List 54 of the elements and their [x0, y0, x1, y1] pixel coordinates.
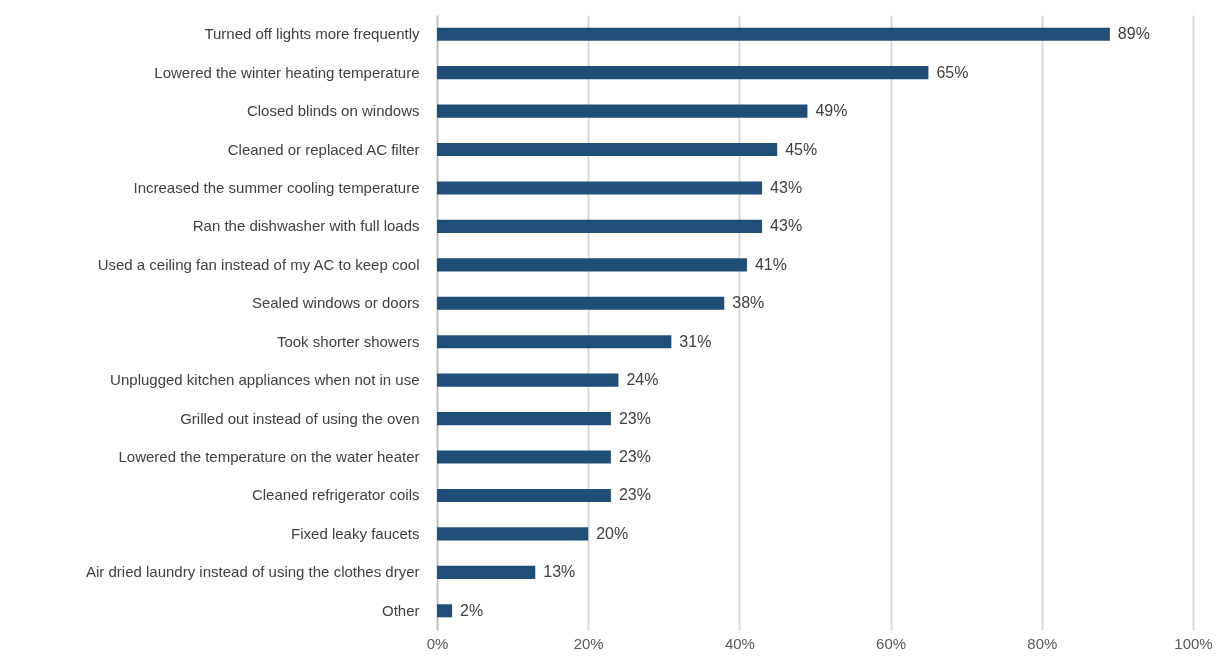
x-tick-label: 40%: [724, 634, 755, 652]
bar: [437, 527, 589, 541]
bar: [437, 66, 929, 80]
bar: [437, 604, 453, 618]
data-label: 13%: [543, 563, 576, 581]
x-tick-label: 80%: [1027, 634, 1058, 652]
y-tick-label: Cleaned or replaced AC filter: [227, 140, 420, 158]
data-label: 65%: [936, 63, 969, 81]
bar: [437, 335, 672, 349]
y-tick-label: Turned off lights more frequently: [204, 25, 420, 43]
bar: [437, 565, 536, 579]
data-label: 49%: [815, 102, 848, 120]
bar: [437, 104, 808, 118]
bar: [437, 219, 763, 233]
y-tick-label: Lowered the temperature on the water heater: [118, 448, 420, 466]
y-tick-label: Closed blinds on windows: [246, 102, 420, 120]
x-tick-label: 100%: [1174, 634, 1213, 652]
data-label: 20%: [596, 524, 629, 542]
bar: [437, 27, 1110, 41]
data-label: 31%: [679, 332, 712, 350]
y-tick-label: Unplugged kitchen appliances when not in use: [110, 371, 420, 389]
bar: [437, 181, 763, 195]
data-label: 43%: [770, 178, 803, 196]
data-label: 41%: [754, 255, 787, 273]
data-label: 43%: [770, 217, 803, 235]
bar: [437, 412, 611, 426]
x-tick-label: 60%: [876, 634, 907, 652]
y-tick-label: Grilled out instead of using the oven: [180, 409, 420, 427]
bar: [437, 488, 611, 502]
y-tick-label: Used a ceiling fan instead of my AC to keep cool: [97, 255, 420, 273]
data-label: 23%: [618, 409, 651, 427]
y-tick-label: Increased the summer cooling temperature: [133, 178, 420, 196]
bar: [437, 143, 778, 157]
data-label: 2%: [460, 601, 484, 619]
x-tick-label: 0%: [426, 634, 449, 652]
bar: [437, 258, 747, 272]
y-tick-label: Sealed windows or doors: [251, 294, 420, 312]
x-tick-label: 20%: [573, 634, 604, 652]
data-label: 45%: [785, 140, 818, 158]
data-label: 24%: [626, 371, 659, 389]
bar: [437, 296, 725, 310]
y-tick-label: Fixed leaky faucets: [291, 524, 420, 542]
y-tick-label: Air dried laundry instead of using the clothes dryer: [85, 563, 420, 581]
y-tick-label: Cleaned refrigerator coils: [251, 486, 420, 504]
y-tick-label: Ran the dishwasher with full loads: [192, 217, 420, 235]
data-label: 38%: [732, 294, 765, 312]
data-label: 23%: [618, 486, 651, 504]
bar: [437, 373, 619, 387]
y-tick-label: Lowered the winter heating temperature: [154, 63, 420, 81]
data-label: 23%: [618, 448, 651, 466]
bar: [437, 450, 611, 464]
data-label: 89%: [1117, 25, 1150, 43]
y-tick-label: Took shorter showers: [276, 332, 420, 350]
y-tick-label: Other: [381, 601, 420, 619]
